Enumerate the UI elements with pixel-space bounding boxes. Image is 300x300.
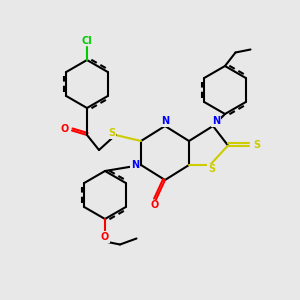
- Text: O: O: [60, 124, 69, 134]
- Text: N: N: [212, 116, 220, 127]
- Text: N: N: [161, 116, 169, 127]
- Text: S: S: [253, 140, 260, 151]
- Text: N: N: [131, 160, 139, 170]
- Text: O: O: [101, 232, 109, 242]
- Text: S: S: [108, 128, 116, 139]
- Text: Cl: Cl: [82, 35, 92, 46]
- Text: S: S: [208, 164, 215, 175]
- Text: O: O: [150, 200, 159, 211]
